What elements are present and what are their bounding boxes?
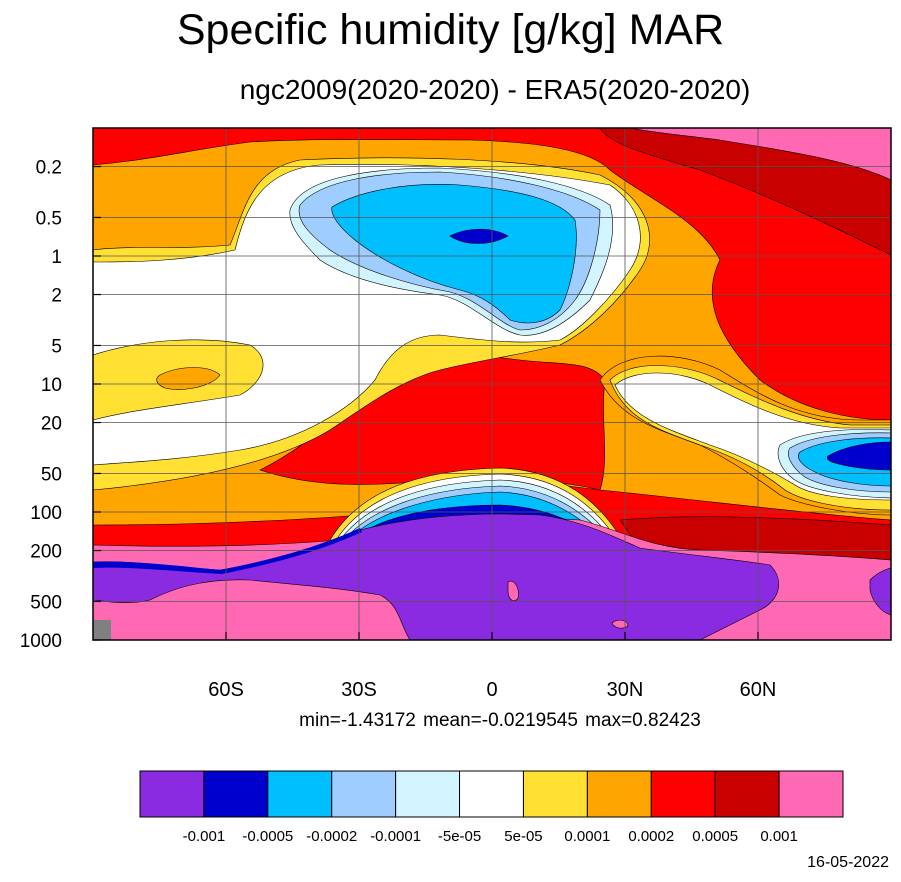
colorbar-label: 0.0001 — [564, 828, 610, 845]
colorbar-swatch — [586, 770, 652, 818]
x-axis: 60S 30S 0 30N 60N — [208, 632, 776, 701]
colorbar-swatch — [459, 770, 524, 818]
colorbar-label: 0.0002 — [628, 828, 674, 845]
field-cyan — [331, 184, 577, 324]
colorbar-swatch — [395, 770, 461, 818]
colorbar-swatch — [139, 770, 205, 818]
colorbar-label: -0.0001 — [370, 828, 421, 845]
y-tick-label: 10 — [41, 375, 62, 396]
x-tick-label: 30N — [607, 679, 644, 701]
colorbar-swatch — [331, 770, 397, 818]
colorbar: -0.001 -0.0005 -0.0002 -0.0001 -5e-05 5e-05 0.… — [139, 770, 844, 845]
field-darkblue-rim — [93, 528, 362, 574]
colorbar-swatch — [522, 770, 588, 818]
colorbar-swatch — [203, 770, 269, 818]
y-tick-label: 1000 — [20, 631, 62, 652]
y-tick-label: 2 — [51, 286, 62, 307]
x-tick-label: 60S — [208, 679, 244, 701]
colorbar-label: -0.0005 — [242, 828, 293, 845]
field-pink-top — [629, 128, 891, 181]
date-stamp: 16-05-2022 — [807, 854, 889, 871]
colorbar-label: -0.0002 — [306, 828, 357, 845]
stats-line: min=-1.43172 mean=-0.0219545 max=0.82423 — [299, 710, 701, 731]
colorbar-swatch — [714, 770, 780, 818]
field-pink-island — [507, 580, 519, 602]
field-pink-island-2 — [611, 619, 629, 629]
x-tick-label: 30S — [341, 679, 377, 701]
field-darkblue-blob — [449, 228, 509, 244]
y-tick-label: 0.2 — [36, 158, 62, 179]
colorbar-swatch — [650, 770, 716, 818]
y-tick-label: 20 — [41, 414, 62, 435]
x-tick-label: 60N — [740, 679, 777, 701]
x-tick-label: 0 — [486, 679, 497, 701]
colorbar-label: -0.001 — [183, 828, 226, 845]
colorbar-label: 0.001 — [760, 828, 798, 845]
colorbar-swatch — [267, 770, 333, 818]
y-tick-label: 5 — [51, 336, 62, 357]
y-tick-label: 200 — [30, 542, 62, 563]
field-missing-data — [93, 620, 111, 640]
y-tick-label: 1 — [51, 247, 62, 268]
colorbar-label: 5e-05 — [504, 828, 542, 845]
field-darkblue-right — [826, 441, 891, 471]
y-tick-label: 100 — [30, 503, 62, 524]
colorbar-label: 0.0005 — [692, 828, 738, 845]
chart-title: Specific humidity [g/kg] MAR — [176, 6, 725, 54]
contour-fields — [93, 128, 891, 640]
colorbar-label: -5e-05 — [438, 828, 481, 845]
y-tick-label: 500 — [30, 592, 62, 613]
field-violet-right — [869, 567, 891, 616]
y-tick-label: 50 — [41, 464, 62, 485]
y-axis: 0.2 0.5 1 2 5 10 20 50 100 200 500 1000 — [20, 158, 101, 652]
colorbar-swatch — [778, 770, 844, 818]
chart-subtitle: ngc2009(2020-2020) - ERA5(2020-2020) — [239, 74, 751, 105]
y-tick-label: 0.5 — [36, 208, 62, 229]
